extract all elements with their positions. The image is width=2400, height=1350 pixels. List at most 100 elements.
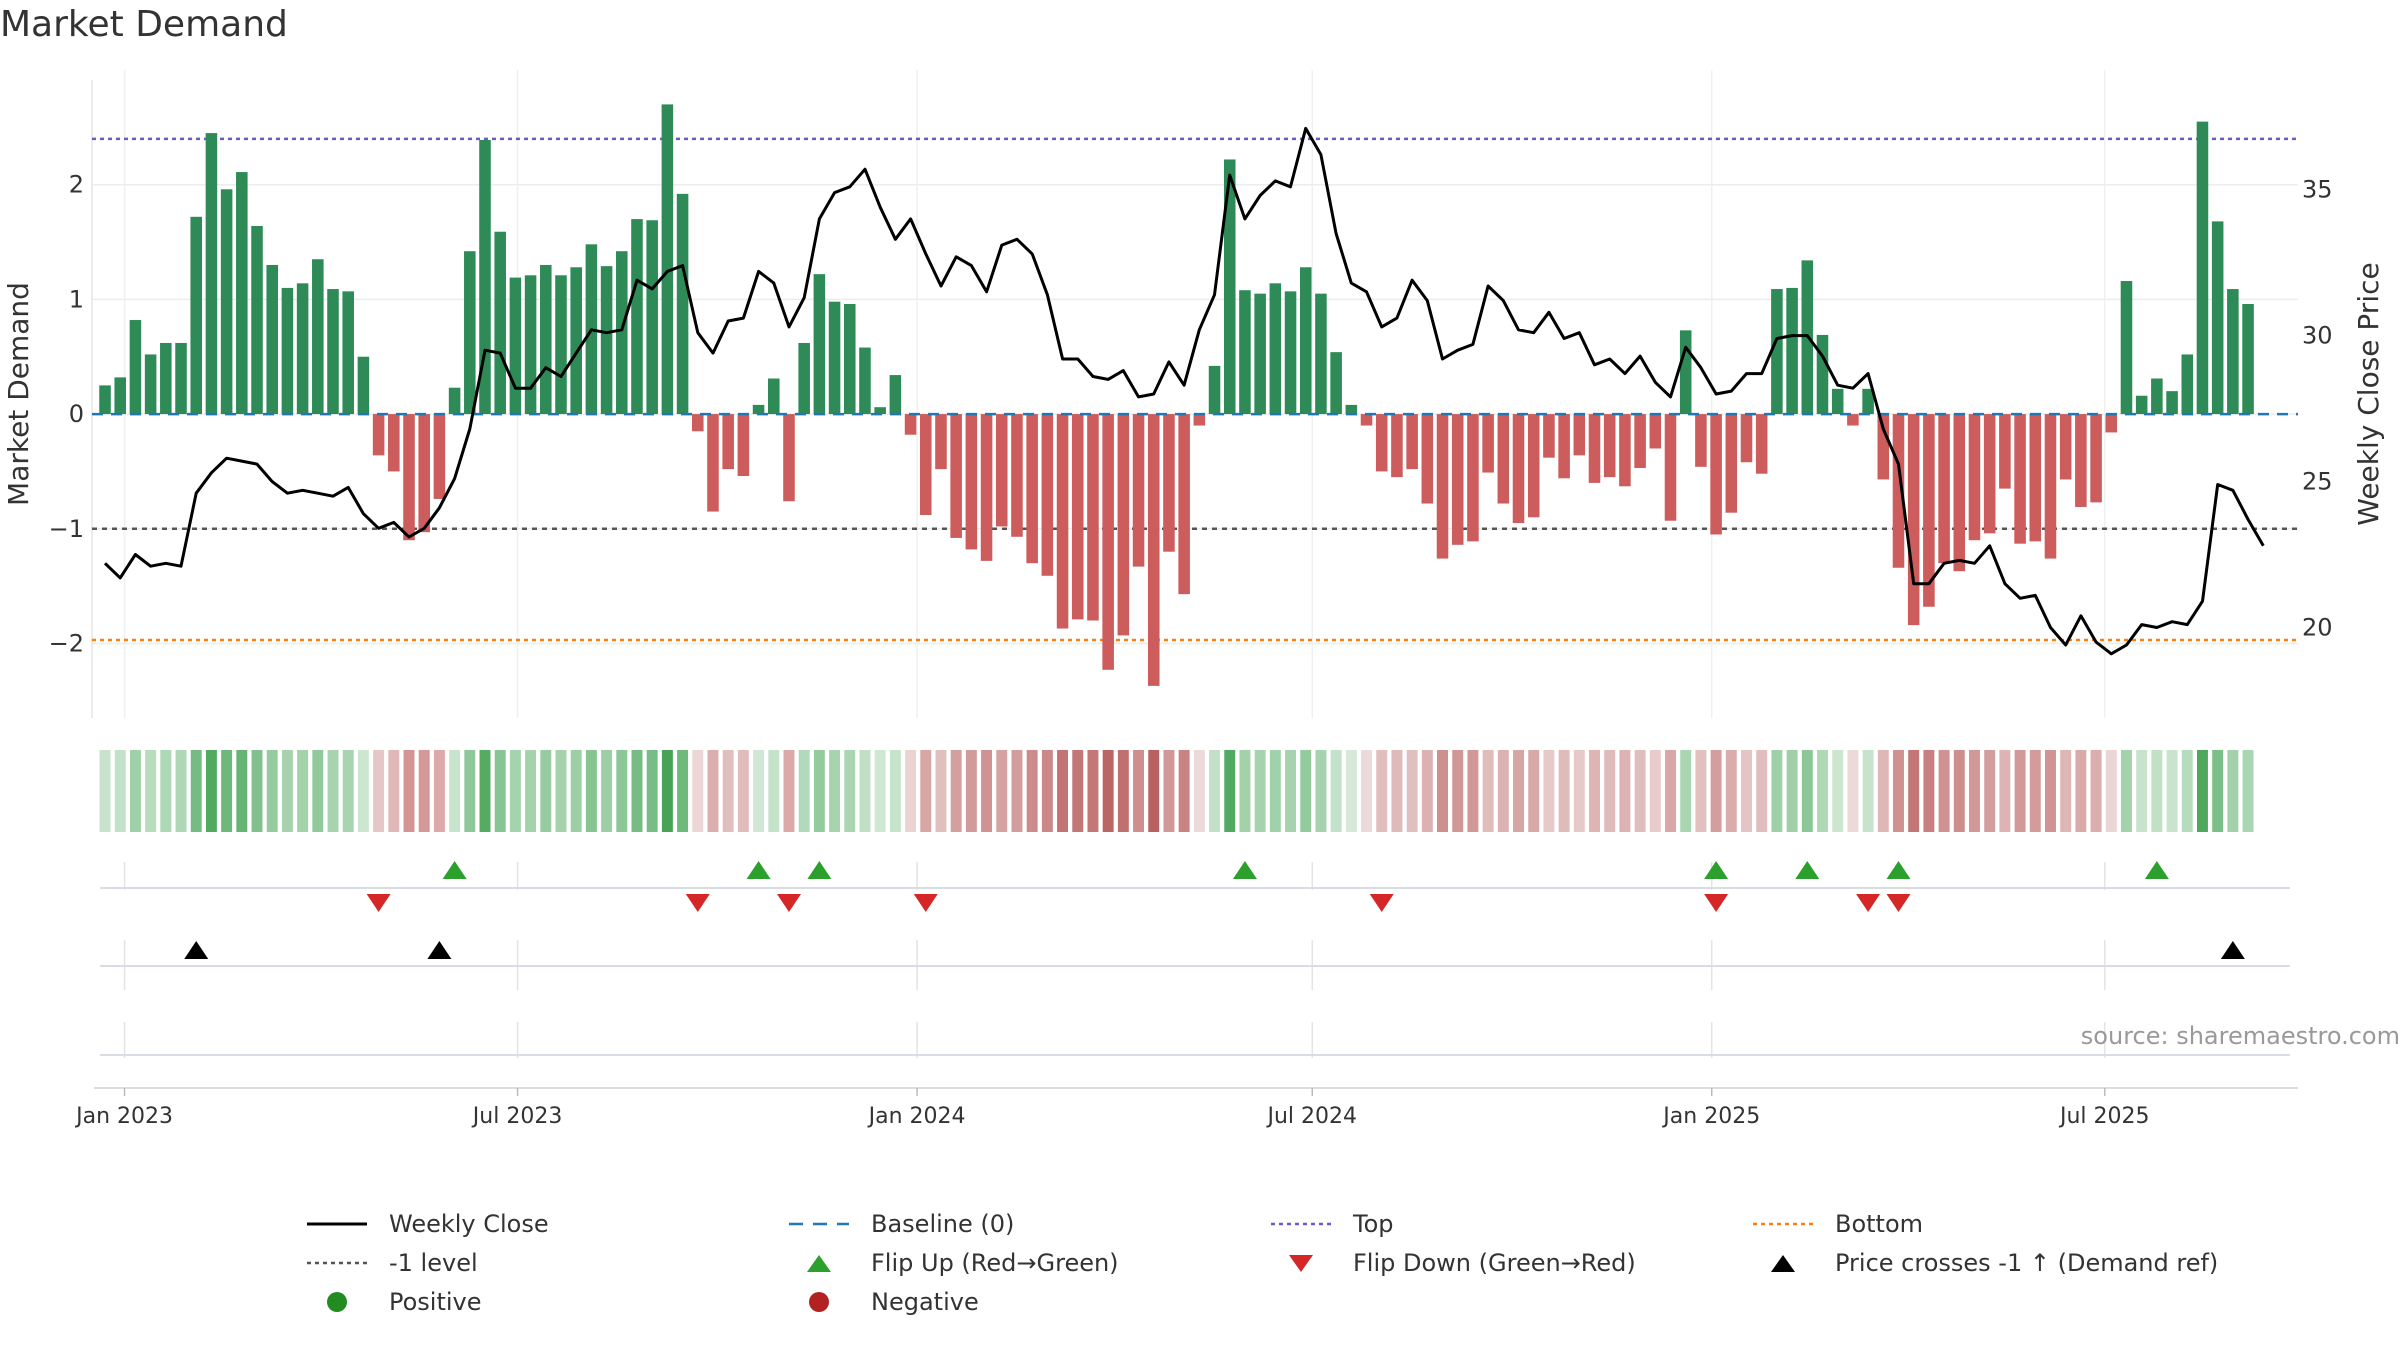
strip-cell bbox=[357, 750, 369, 832]
demand-bar bbox=[1482, 414, 1494, 473]
demand-bar bbox=[2166, 391, 2178, 415]
strip-cell bbox=[1209, 750, 1221, 832]
demand-bar bbox=[1527, 414, 1540, 518]
grid-layer bbox=[91, 70, 2298, 1058]
strip-cell bbox=[1133, 750, 1145, 832]
demand-bar bbox=[600, 266, 613, 415]
strip-cell bbox=[753, 750, 765, 832]
demand-bar bbox=[403, 414, 415, 541]
demand-bar bbox=[1178, 414, 1190, 595]
legend-item: Flip Up (Red→Green) bbox=[787, 1244, 1119, 1282]
y-axis-label: Market Demand bbox=[2, 282, 35, 506]
strip-cell bbox=[1908, 750, 1920, 832]
strip-cell bbox=[342, 750, 354, 832]
demand-bar bbox=[1011, 414, 1023, 537]
right-axis: 20 25 30 35 Weekly Close Price bbox=[2302, 176, 2385, 642]
cross-up-marker bbox=[427, 941, 452, 959]
demand-bar bbox=[1406, 414, 1418, 470]
strip-cell bbox=[601, 750, 613, 832]
demand-bar bbox=[843, 303, 856, 415]
demand-bar bbox=[1664, 414, 1677, 521]
demand-bar bbox=[661, 104, 674, 415]
strip-cell bbox=[1969, 750, 1980, 832]
demand-bar bbox=[1923, 414, 1935, 607]
strip-cell bbox=[1497, 750, 1509, 832]
flip-down-marker bbox=[1856, 894, 1881, 912]
strip-cell bbox=[1543, 750, 1555, 832]
strip-cell bbox=[1041, 750, 1053, 832]
demand-bar bbox=[1451, 414, 1464, 545]
strip-cell bbox=[2029, 750, 2041, 832]
strip-cell bbox=[813, 750, 825, 832]
strip-cell bbox=[1573, 750, 1585, 832]
strip-cell bbox=[1741, 750, 1752, 832]
strip-cell bbox=[266, 750, 278, 832]
legend-symbol bbox=[305, 1290, 369, 1314]
legend-label: Baseline (0) bbox=[871, 1210, 1015, 1238]
legend-symbol bbox=[305, 1212, 369, 1236]
demand-bar bbox=[1299, 267, 1312, 415]
flip-down-marker bbox=[1704, 894, 1729, 912]
demand-bar bbox=[236, 172, 248, 415]
strip-cell bbox=[1513, 750, 1524, 832]
strip-cell bbox=[2151, 750, 2163, 832]
demand-bar bbox=[874, 407, 886, 415]
strip-cell bbox=[859, 750, 871, 832]
strip-cell bbox=[2075, 750, 2087, 832]
demand-bar bbox=[2196, 121, 2209, 415]
cross-up-marker bbox=[184, 941, 209, 959]
strip-cell bbox=[403, 750, 415, 832]
strip-cell bbox=[1163, 750, 1175, 832]
strip-cell bbox=[2196, 750, 2208, 832]
y2-tick-label: 20 bbox=[2302, 614, 2333, 642]
legend-label: Flip Down (Green→Red) bbox=[1353, 1249, 1636, 1277]
y-tick-label: −2 bbox=[49, 629, 84, 657]
strip-cell bbox=[1817, 750, 1828, 832]
strip-cell bbox=[1862, 750, 1874, 832]
demand-bar bbox=[1087, 414, 1099, 621]
strip-cell bbox=[1619, 750, 1631, 832]
legend-item: Top bbox=[1269, 1205, 1394, 1243]
strip-cell bbox=[965, 750, 977, 832]
strip-cell bbox=[844, 750, 856, 832]
strip-cell bbox=[1285, 750, 1297, 832]
strip-cell bbox=[129, 750, 141, 832]
strip-cell bbox=[205, 750, 217, 832]
legend-symbol bbox=[787, 1251, 851, 1275]
demand-bar bbox=[266, 264, 278, 415]
strip-cell bbox=[236, 750, 248, 832]
strip-cell bbox=[2227, 750, 2239, 832]
demand-bar bbox=[1892, 414, 1905, 568]
legend-item: Negative bbox=[787, 1283, 979, 1321]
demand-bar bbox=[1968, 414, 1981, 541]
legend-triangle-up-icon bbox=[807, 1255, 831, 1272]
demand-bar bbox=[1436, 414, 1449, 559]
strip-cell bbox=[1528, 750, 1540, 832]
legend-item: Positive bbox=[305, 1283, 482, 1321]
strip-cell bbox=[2212, 750, 2224, 832]
legend-label: Negative bbox=[871, 1288, 979, 1316]
demand-bar bbox=[1315, 293, 1327, 415]
x-tick-label: Jan 2025 bbox=[1661, 1104, 1760, 1129]
y-tick-label: 2 bbox=[69, 171, 84, 199]
demand-bar bbox=[1771, 289, 1783, 415]
strip-cell bbox=[1011, 750, 1023, 832]
x-tick-label: Jul 2023 bbox=[471, 1104, 563, 1129]
strip-cell bbox=[1345, 750, 1357, 832]
legend-item: Bottom bbox=[1751, 1205, 1923, 1243]
demand-bar bbox=[707, 414, 719, 512]
demand-bar bbox=[160, 342, 172, 415]
strip-cell bbox=[525, 750, 537, 832]
demand-bar bbox=[752, 404, 765, 415]
demand-bar bbox=[2211, 221, 2224, 415]
demand-bar bbox=[1102, 414, 1114, 670]
flip-up-marker bbox=[1886, 861, 1911, 879]
strip-cell bbox=[1376, 750, 1388, 832]
strip-cell bbox=[1315, 750, 1327, 832]
strip-cell bbox=[2060, 750, 2072, 832]
strip-cell bbox=[433, 750, 445, 832]
event-markers-layer bbox=[94, 861, 2298, 1089]
strip-cell bbox=[1361, 750, 1373, 832]
strip-cell bbox=[889, 750, 901, 832]
